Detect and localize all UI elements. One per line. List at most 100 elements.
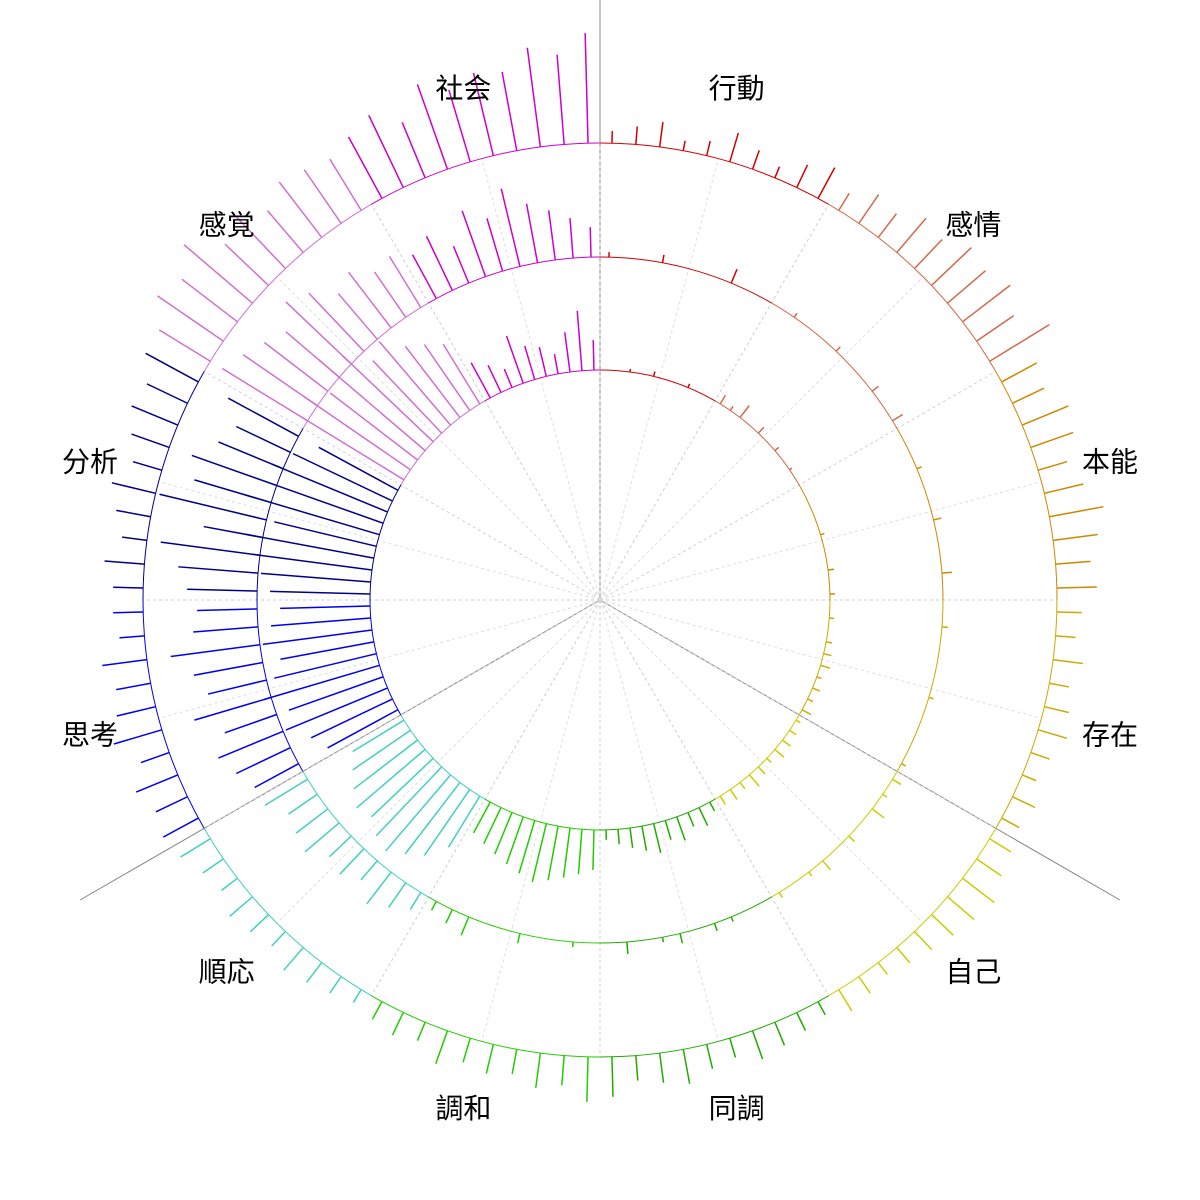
- bar: [835, 346, 841, 352]
- bar: [295, 808, 329, 834]
- bar: [795, 719, 801, 724]
- bar: [452, 245, 470, 284]
- bar: [285, 687, 388, 731]
- bar: [1021, 774, 1037, 782]
- ring-arc: [302, 302, 429, 429]
- bar: [877, 213, 898, 238]
- bar: [989, 324, 1050, 362]
- bar: [812, 687, 821, 692]
- ring-arc: [256, 428, 304, 601]
- bar: [304, 822, 340, 853]
- bar: [858, 976, 871, 994]
- bar: [181, 278, 238, 323]
- bar: [292, 452, 393, 502]
- bar: [170, 644, 261, 658]
- bar: [930, 914, 954, 936]
- ring-arc: [599, 256, 772, 304]
- bar: [503, 368, 513, 388]
- category-label: 分析: [62, 445, 118, 478]
- bar: [524, 345, 536, 380]
- bar: [516, 933, 521, 944]
- bar: [162, 817, 199, 838]
- ring-arc: [599, 798, 716, 831]
- bar: [235, 425, 291, 454]
- bar: [730, 268, 738, 284]
- bar: [462, 1037, 471, 1063]
- bar: [730, 916, 734, 922]
- bar: [808, 871, 813, 877]
- bar: [729, 132, 740, 163]
- bar: [676, 816, 686, 841]
- bar: [661, 937, 665, 943]
- bar: [221, 877, 238, 891]
- grid-line: [481, 599, 601, 1042]
- bar: [626, 941, 629, 954]
- bar: [460, 916, 470, 936]
- bar: [271, 463, 388, 513]
- ring-arc: [371, 142, 601, 205]
- grid-line: [599, 599, 829, 997]
- bar: [801, 709, 812, 716]
- ring-arc: [400, 714, 486, 800]
- ring-arc: [256, 599, 304, 772]
- grid-line: [599, 599, 997, 829]
- bar: [538, 347, 548, 377]
- bar: [423, 789, 471, 856]
- bar: [914, 930, 933, 951]
- bar: [1030, 751, 1050, 760]
- grid-line: [599, 276, 924, 601]
- ring-arc: [599, 896, 772, 944]
- bar: [1012, 796, 1036, 809]
- bar: [224, 713, 277, 734]
- bar: [157, 295, 224, 342]
- bar: [892, 413, 904, 422]
- bar: [505, 816, 524, 865]
- bar: [391, 1012, 404, 1036]
- ring-arc: [428, 896, 601, 944]
- bar: [705, 140, 711, 156]
- bar: [249, 914, 270, 933]
- category-label: 社会: [435, 72, 491, 105]
- bar: [483, 807, 502, 845]
- bar: [329, 392, 418, 461]
- ring-arc: [302, 771, 429, 898]
- ring-arc: [995, 599, 1058, 829]
- bar: [116, 509, 151, 518]
- ring-arc: [400, 400, 486, 486]
- bar: [896, 217, 927, 253]
- bar: [301, 416, 405, 481]
- bar: [487, 365, 502, 393]
- bar: [592, 829, 595, 870]
- bar: [135, 774, 179, 793]
- bar: [892, 778, 902, 786]
- bar: [404, 345, 461, 418]
- bar: [687, 812, 695, 827]
- grid-line: [599, 371, 997, 601]
- bar: [838, 192, 850, 211]
- bar: [930, 247, 972, 286]
- bar: [388, 882, 407, 908]
- bar: [158, 329, 211, 362]
- category-label: 本能: [1082, 445, 1138, 478]
- bar: [774, 166, 781, 179]
- bar: [260, 572, 371, 583]
- bar: [858, 194, 880, 224]
- grid-line: [599, 158, 719, 601]
- bar: [739, 405, 750, 418]
- bar: [116, 705, 156, 717]
- bar: [896, 947, 911, 964]
- bar: [641, 826, 648, 851]
- bar: [318, 446, 399, 491]
- bar: [1049, 682, 1070, 688]
- bar: [592, 340, 595, 371]
- ring-arc: [896, 428, 944, 601]
- bar: [635, 126, 639, 145]
- bar: [302, 395, 411, 471]
- bar: [375, 766, 443, 837]
- ring-arc: [798, 599, 831, 716]
- bar: [242, 354, 318, 407]
- bar: [976, 315, 1015, 342]
- bar: [337, 293, 378, 340]
- bar: [146, 383, 188, 404]
- bar: [547, 210, 556, 261]
